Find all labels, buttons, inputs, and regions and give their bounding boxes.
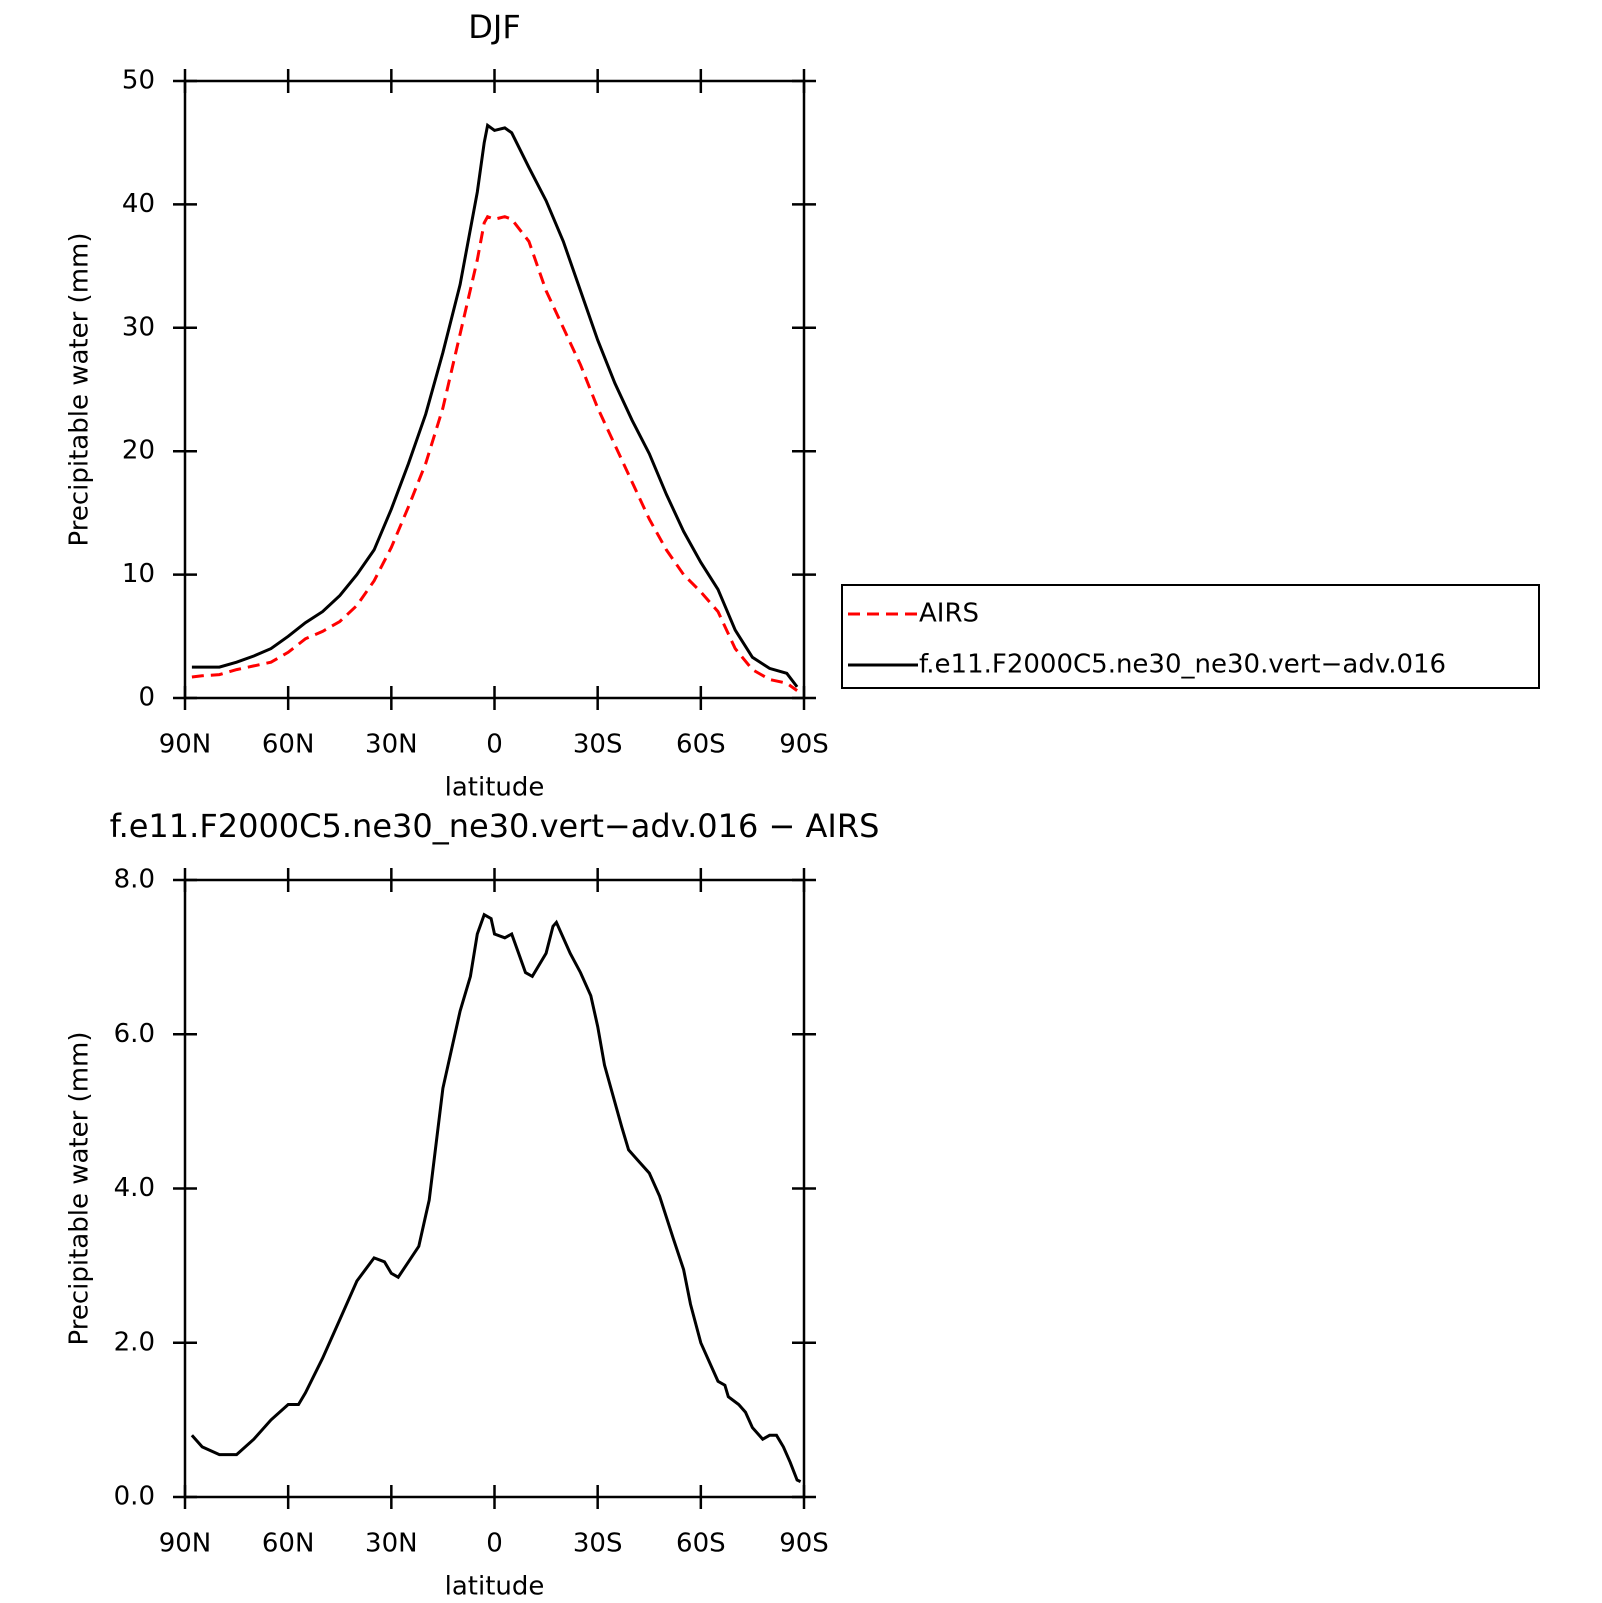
y-tick-label: 2.0	[114, 1327, 155, 1357]
y-tick-label: 8.0	[114, 865, 155, 895]
y-axis-label: Precipitable water (mm)	[65, 233, 95, 547]
x-axis-label: latitude	[445, 1572, 545, 1602]
y-tick-label: 4.0	[114, 1173, 155, 1203]
x-tick-label: 30S	[573, 1529, 623, 1559]
x-tick-label: 30N	[365, 1529, 418, 1559]
plot-frame	[183, 79, 806, 700]
x-tick-label: 90S	[779, 1529, 829, 1559]
x-tick-label: 90N	[159, 730, 212, 760]
y-tick-label: 0	[138, 683, 155, 713]
x-tick-label: 90N	[159, 1529, 212, 1559]
chart-title: f.e11.F2000C5.ne30_ne30.vert−adv.016 − A…	[110, 807, 880, 845]
x-tick-label: 90S	[779, 730, 829, 760]
y-tick-label: 40	[122, 189, 155, 219]
y-axis-label: Precipitable water (mm)	[65, 1032, 95, 1346]
chart-title: DJF	[468, 8, 520, 46]
x-tick-label: 30N	[365, 730, 418, 760]
x-tick-label: 60S	[676, 1529, 726, 1559]
x-tick-label: 60S	[676, 730, 726, 760]
x-tick-label: 60N	[262, 1529, 315, 1559]
legend-box	[841, 584, 1540, 689]
legend-label: f.e11.F2000C5.ne30_ne30.vert−adv.016	[919, 650, 1446, 680]
x-tick-label: 0	[486, 730, 503, 760]
plot-frame	[183, 878, 806, 1499]
y-tick-label: 50	[122, 66, 155, 96]
y-tick-label: 0.0	[114, 1482, 155, 1512]
y-tick-label: 20	[122, 436, 155, 466]
legend-label: AIRS	[919, 599, 979, 629]
data-line	[191, 122, 799, 688]
x-tick-label: 60N	[262, 730, 315, 760]
data-line	[190, 912, 802, 1483]
x-tick-label: 30S	[573, 730, 623, 760]
x-tick-label: 0	[486, 1529, 503, 1559]
y-tick-label: 6.0	[114, 1019, 155, 1049]
y-tick-label: 10	[122, 559, 155, 589]
x-axis-label: latitude	[445, 773, 545, 803]
data-line	[191, 214, 798, 692]
y-tick-label: 30	[122, 312, 155, 342]
